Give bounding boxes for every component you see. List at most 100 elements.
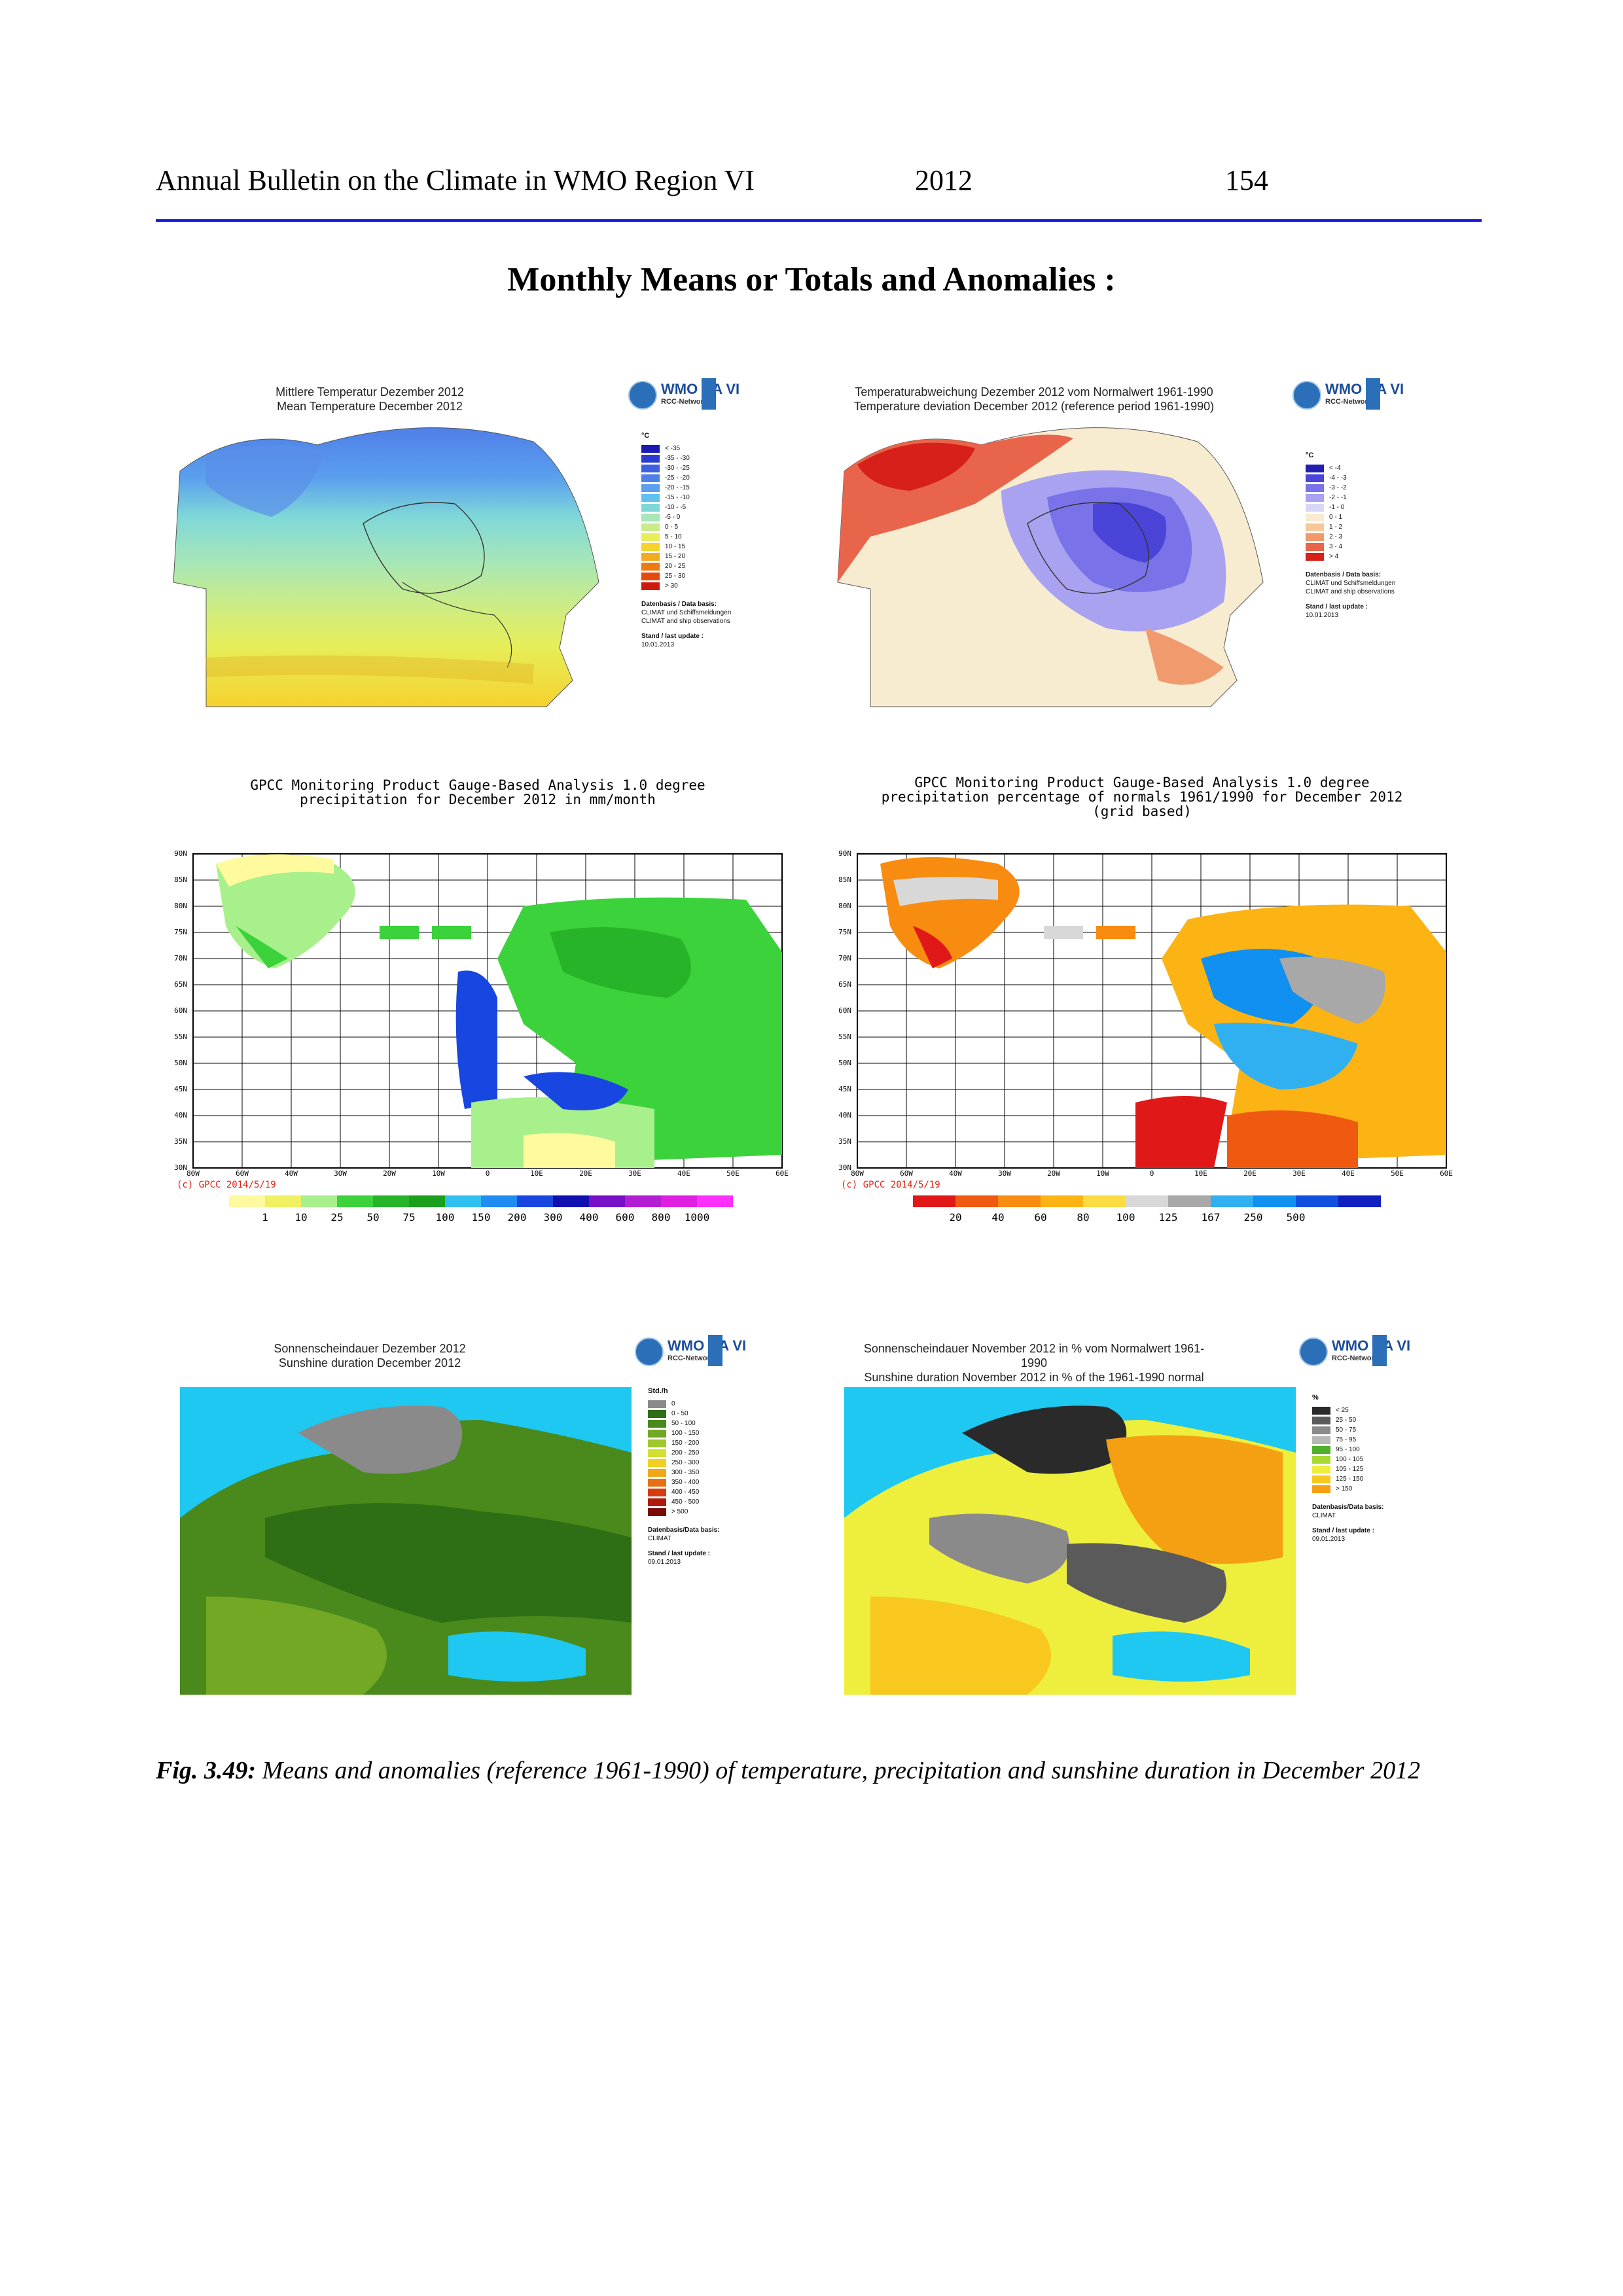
legend-class: 2 - 3	[1306, 532, 1436, 542]
latitude-label: 65N	[174, 980, 187, 989]
colorbar-segment	[625, 1195, 661, 1207]
colorbar-segment	[517, 1195, 553, 1207]
legend-label: -30 - -25	[665, 465, 690, 472]
colorbar-label: 80	[1077, 1211, 1090, 1224]
temp-mean-title: Mittlere Temperatur Dezember 2012 Mean T…	[276, 385, 464, 413]
legend-label: > 30	[665, 582, 678, 590]
colorbar-label: 400	[579, 1211, 599, 1224]
longitude-label: 0	[485, 1169, 490, 1178]
sunshine-duration-map: Sonnenscheindauer Dezember 2012 Sunshine…	[167, 1322, 789, 1701]
legend-class: -20 - -15	[641, 483, 772, 493]
legend-classes: < -4 -4 - -3 -3 - -2 -2 - -1 -1 - 0 0 - 1 1 - …	[1306, 463, 1436, 561]
legend-swatch	[648, 1508, 666, 1516]
latitude-label: 60N	[838, 1006, 851, 1015]
latitude-labels: 90N 85N 80N 75N 70N 65N 60N 55N 50N 45N 40N 35N 30N	[821, 849, 854, 1172]
legend-class: 0 - 1	[1306, 512, 1436, 522]
legend-label: 100 - 105	[1336, 1456, 1364, 1463]
longitude-label: 50E	[1391, 1169, 1404, 1178]
sunshine-pct-title: Sonnenscheindauer November 2012 in % vom…	[863, 1342, 1205, 1384]
longitude-label: 60E	[776, 1169, 789, 1178]
latitude-label: 80N	[838, 902, 851, 910]
colorbar-segment	[481, 1195, 517, 1207]
colorbar-label: 25	[330, 1211, 344, 1224]
colorbar-segment	[1211, 1195, 1253, 1207]
legend-swatch	[648, 1429, 666, 1438]
legend-class: 75 - 95	[1312, 1435, 1443, 1445]
gpcc-precipitation-map: GPCC Monitoring Product Gauge-Based Anal…	[157, 769, 798, 1260]
mean-temperature-map: Mittlere Temperatur Dezember 2012 Mean T…	[167, 366, 789, 720]
longitude-label: 30E	[628, 1169, 641, 1178]
latitude-label: 30N	[838, 1163, 851, 1172]
legend-classes: < -35 -35 - -30 -30 - -25 -25 - -20 -20 - -1…	[641, 444, 772, 591]
legend-swatch	[1312, 1426, 1330, 1434]
legend-class: 0	[648, 1399, 779, 1409]
legend-label: 450 - 500	[671, 1498, 700, 1506]
legend-class: 10 - 15	[641, 542, 772, 552]
legend-label: 0	[671, 1400, 675, 1407]
colorbar-segment	[265, 1195, 301, 1207]
legend-class: 100 - 150	[648, 1428, 779, 1438]
longitude-label: 30W	[334, 1169, 347, 1178]
legend-label: 25 - 30	[665, 573, 686, 580]
precip-colorbar-labels: 1 10 25 50 75 100 150 200 300 400 600 800 1000	[229, 1211, 740, 1224]
legend-label: -35 - -30	[665, 455, 690, 462]
temp-anomaly-title: Temperaturabweichung Dezember 2012 vom N…	[853, 385, 1215, 413]
longitude-label: 80W	[851, 1169, 864, 1178]
latitude-label: 55N	[174, 1033, 187, 1041]
legend-swatch	[648, 1458, 666, 1467]
legend-swatch	[1306, 533, 1324, 541]
legend-class: < -4	[1306, 463, 1436, 473]
bulletin-title: Annual Bulletin on the Climate in WMO Re…	[156, 164, 755, 196]
legend-label: < -4	[1329, 465, 1341, 472]
sunshine-title: Sonnenscheindauer Dezember 2012 Sunshine…	[274, 1342, 466, 1369]
legend-class: 5 - 10	[641, 532, 772, 542]
legend-class: -25 - -20	[641, 473, 772, 483]
legend-label: 10 - 15	[665, 543, 686, 550]
legend-swatch	[648, 1478, 666, 1487]
latitude-label: 75N	[174, 928, 187, 936]
colorbar-segment	[661, 1195, 697, 1207]
latitude-label: 30N	[174, 1163, 187, 1172]
legend-label: -15 - -10	[665, 494, 690, 501]
wmo-globe-icon	[628, 381, 657, 410]
header-rule	[156, 219, 1482, 222]
precip-title: GPCC Monitoring Product Gauge-Based Anal…	[250, 777, 705, 807]
gpcc-precipitation-percentage-map: GPCC Monitoring Product Gauge-Based Anal…	[821, 769, 1463, 1260]
legend-label: 400 - 450	[671, 1489, 700, 1496]
legend-classes: < 25 25 - 50 50 - 75 75 - 95 95 - 100 100 - 1…	[1312, 1405, 1443, 1494]
legend-swatch	[641, 464, 660, 472]
colorbar-segment	[553, 1195, 589, 1207]
gpcc-copyright: (c) GPCC 2014/5/19	[841, 1180, 940, 1190]
colorbar-segment	[409, 1195, 445, 1207]
latitude-label: 70N	[174, 954, 187, 963]
latitude-label: 85N	[174, 875, 187, 884]
legend-label: 350 - 400	[671, 1479, 700, 1486]
latitude-label: 75N	[838, 928, 851, 936]
legend-swatch	[641, 444, 660, 453]
dwd-badge-icon	[708, 1335, 722, 1366]
legend-label: 50 - 100	[671, 1420, 696, 1427]
legend-class: 150 - 200	[648, 1438, 779, 1448]
legend-label: -1 - 0	[1329, 504, 1345, 511]
longitude-labels: 80W 60W 40W 30W 20W 10W 0 10E 20E 30E 40E 50E 60E	[851, 1169, 1453, 1178]
legend-swatch	[641, 552, 660, 561]
legend-swatch	[641, 503, 660, 512]
colorbar-label: 1	[262, 1211, 268, 1224]
wmo-globe-icon	[1299, 1337, 1328, 1366]
legend-class: < -35	[641, 444, 772, 453]
latitude-label: 55N	[838, 1033, 851, 1041]
longitude-label: 30E	[1293, 1169, 1306, 1178]
sunshine-pct-legend: % < 25 25 - 50 50 - 75 75 - 95 95 - 100 100 -…	[1312, 1394, 1443, 1544]
colorbar-label: 100	[1116, 1211, 1135, 1224]
legend-swatch	[641, 533, 660, 541]
latitude-label: 70N	[838, 954, 851, 963]
longitude-label: 80W	[187, 1169, 200, 1178]
legend-class: -5 - 0	[641, 512, 772, 522]
legend-swatch	[648, 1439, 666, 1447]
wmo-globe-icon	[635, 1337, 664, 1366]
legend-classes: 0 0 - 50 50 - 100 100 - 150 150 - 200 200 - 2…	[648, 1399, 779, 1517]
colorbar-label: 167	[1201, 1211, 1221, 1224]
longitude-label: 50E	[726, 1169, 740, 1178]
legend-class: 350 - 400	[648, 1477, 779, 1487]
legend-swatch	[1312, 1485, 1330, 1493]
